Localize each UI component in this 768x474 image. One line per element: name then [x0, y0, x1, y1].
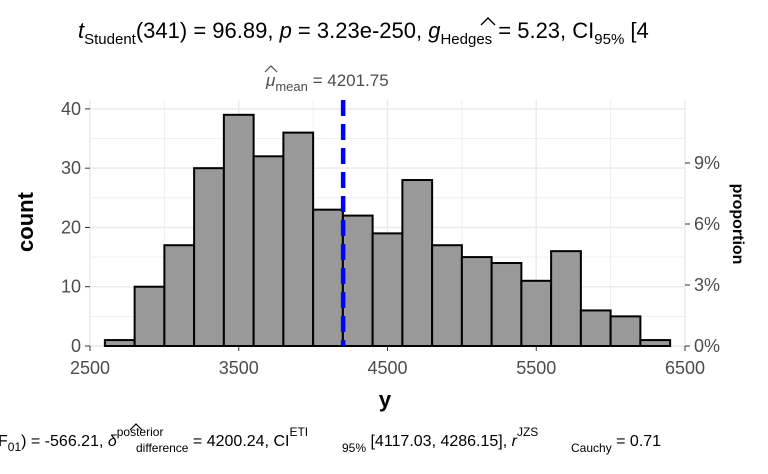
- caption-lead-close: ) = -566.21,: [21, 433, 108, 450]
- y-tick-label: 40: [61, 99, 81, 119]
- histogram-bar: [609, 315, 642, 348]
- mean-label-sub: mean: [275, 79, 308, 94]
- x-tick-label: 6500: [665, 358, 705, 378]
- x-tick-label: 3500: [219, 358, 259, 378]
- histogram-bar: [133, 285, 166, 348]
- histogram-bar: [490, 262, 523, 348]
- histogram-bar: [103, 339, 136, 348]
- x-tick-label: 5500: [516, 358, 556, 378]
- chart-title: tStudent(341) = 96.89, p = 3.23e-250, gH…: [78, 18, 649, 48]
- title-p-val: = 3.23e-250,: [292, 18, 428, 43]
- histogram-bar: [341, 214, 374, 347]
- caption-r-sub: Cauchy: [571, 441, 612, 455]
- title-ci-val: [4: [624, 18, 648, 43]
- caption-delta-sup: posterior: [117, 425, 164, 439]
- histogram-bar: [282, 131, 315, 347]
- histogram-bar: [520, 279, 553, 347]
- caption-ci-val: [4117.03, 4286.15],: [366, 433, 512, 450]
- histogram-bar: [639, 339, 672, 348]
- y2-tick-label: 0%: [694, 336, 720, 356]
- mean-label-value: = 4201.75: [308, 71, 389, 90]
- histogram-bar: [550, 250, 582, 348]
- histogram-bar: [163, 244, 196, 347]
- caption-ci-sub: 95%: [342, 441, 366, 455]
- histogram-bar: [431, 244, 463, 347]
- caption-r: r: [512, 433, 518, 450]
- y2-axis-title: proportion: [729, 184, 746, 265]
- y-tick-label: 30: [61, 158, 81, 178]
- title-g-sub: Hedges: [440, 31, 492, 48]
- caption-ci-sup: ETI: [289, 425, 308, 439]
- caption-r-val: = 0.71: [612, 433, 661, 450]
- caption-r-sup: JZS: [517, 425, 538, 439]
- title-ci-sub: 95%: [594, 31, 624, 48]
- caption-delta: δ: [108, 433, 118, 450]
- histogram-bar: [401, 179, 434, 347]
- mean-label-hat-mark: [264, 65, 278, 73]
- y2-tick-label: 6%: [694, 214, 720, 234]
- title-hat-mark: [480, 17, 496, 26]
- x-tick-label: 4500: [367, 358, 407, 378]
- caption-hat-mark: [129, 423, 143, 431]
- y-axis-title: count: [13, 191, 38, 252]
- histogram-bar: [371, 232, 404, 347]
- y2-axis: 0% 3% 6% 9%: [685, 153, 720, 356]
- chart-caption: F01) = -566.21, δposterior difference = 4…: [0, 425, 661, 455]
- title-stat: = 96.89,: [187, 18, 279, 43]
- x-tick-label: 2500: [70, 358, 110, 378]
- histogram-bar: [579, 309, 612, 348]
- caption-delta-val: = 4200.24, CI: [188, 433, 289, 450]
- title-t-sub: Student: [84, 31, 137, 48]
- bars: [103, 113, 672, 348]
- y2-tick-label: 3%: [694, 275, 720, 295]
- histogram-bar: [222, 113, 255, 347]
- caption-lead: F: [0, 433, 8, 450]
- x-axis: 2500 3500 4500 5500 6500: [70, 346, 705, 378]
- title-df: (341): [136, 18, 187, 43]
- y-tick-label: 10: [61, 277, 81, 297]
- y-axis: 0 10 20 30 40: [61, 99, 90, 356]
- y-tick-label: 0: [71, 336, 81, 356]
- y2-tick-label: 9%: [694, 153, 720, 173]
- histogram-bar: [252, 155, 285, 347]
- caption-lead-sub: 01: [8, 440, 22, 454]
- title-g: g: [428, 18, 441, 43]
- caption-delta-sub: difference: [136, 441, 189, 455]
- histogram-bar: [312, 208, 344, 347]
- title-t: t: [78, 18, 85, 43]
- x-axis-title: y: [379, 387, 392, 412]
- histogram-bar: [193, 167, 225, 347]
- mean-label: μmean = 4201.75: [265, 71, 389, 94]
- title-p: p: [279, 18, 292, 43]
- mean-label-mu: μ: [265, 71, 276, 90]
- title-g-val: = 5.23, CI: [492, 18, 594, 43]
- histogram-bar: [460, 256, 493, 348]
- y-tick-label: 20: [61, 217, 81, 237]
